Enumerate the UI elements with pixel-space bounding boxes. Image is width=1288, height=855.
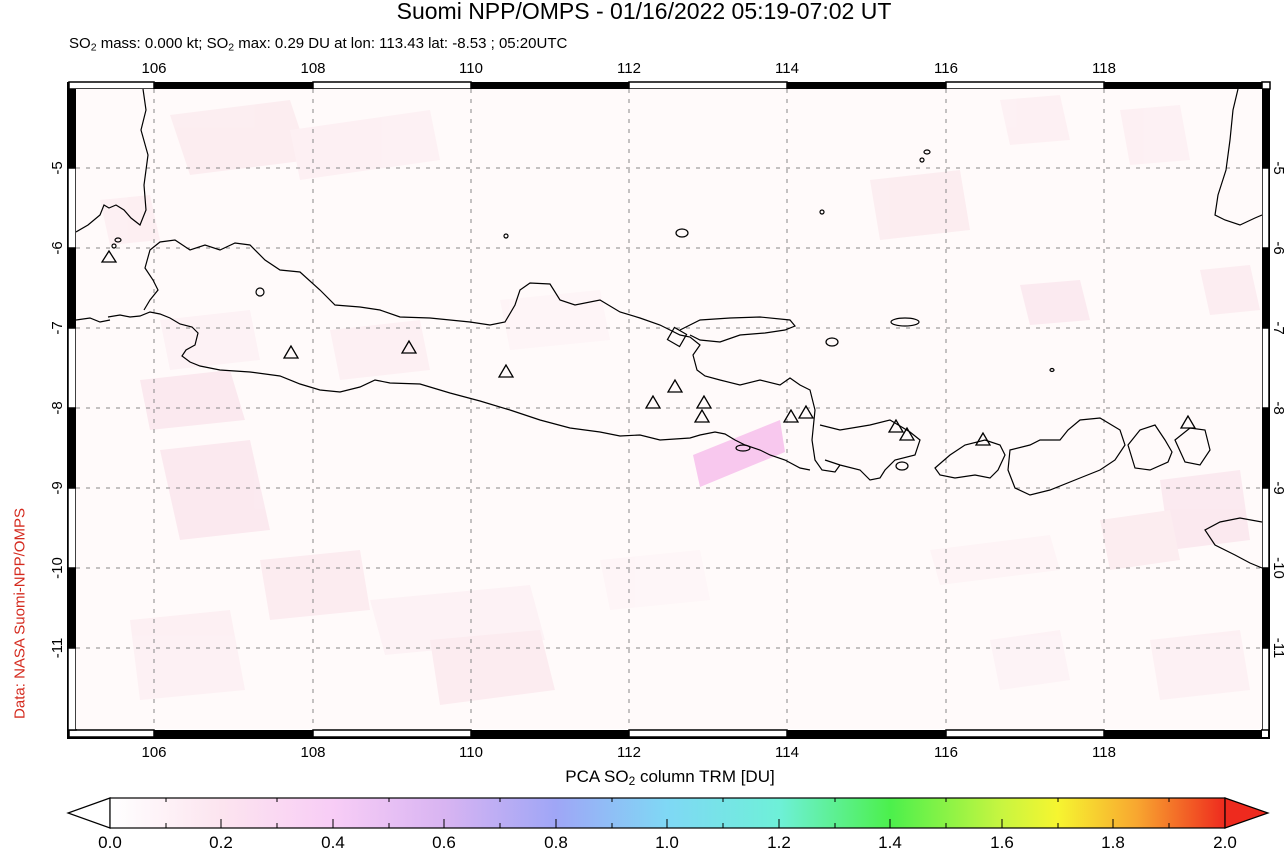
volcano-markers (100, 249, 1197, 446)
triangle-icon (666, 378, 684, 393)
colorbar-under-arrow (66, 797, 111, 829)
colorbar-tick-label: 1.6 (990, 833, 1014, 852)
coastlines (76, 89, 1262, 569)
colorbar-gradient (109, 797, 1226, 829)
x-tick-top: 116 (934, 60, 958, 77)
x-tick-top: 108 (300, 60, 326, 77)
colorbar-tick-label: 0.2 (209, 833, 233, 852)
frame-checker-left (67, 89, 77, 731)
x-tick-bottom: 108 (300, 744, 326, 761)
frame-checker-right (1261, 89, 1270, 731)
triangle-icon (644, 394, 662, 409)
map-interior (76, 89, 1262, 729)
x-tick-top: 106 (141, 60, 167, 77)
colorbar-tick-label: 0.4 (321, 833, 345, 852)
frame-checker-bottom (68, 729, 1262, 738)
x-tick-bottom: 116 (934, 744, 958, 761)
x-tick-bottom: 106 (141, 744, 167, 761)
x-tick-top: 110 (459, 60, 483, 77)
x-tick-bottom: 118 (1092, 744, 1116, 761)
colorbar-tick-label: 0.6 (432, 833, 456, 852)
triangle-icon (782, 408, 800, 423)
chart-title: Suomi NPP/OMPS - 01/16/2022 05:19-07:02 … (396, 0, 892, 24)
colorbar-over-arrow (1224, 797, 1270, 829)
x-tick-top: 118 (1092, 60, 1116, 77)
triangle-icon (974, 431, 992, 446)
graticule (76, 89, 1262, 729)
x-tick-bottom: 112 (617, 744, 641, 761)
triangle-icon (282, 344, 300, 359)
colorbar-tick-label: 2.0 (1213, 833, 1237, 852)
colorbar-tick-label: 1.0 (655, 833, 679, 852)
colorbar-ticks (165, 798, 1170, 828)
triangle-icon (887, 418, 905, 433)
colorbar-tick-label: 1.2 (767, 833, 791, 852)
subtitle-text: mass: 0.000 kt; SO (96, 35, 229, 52)
subtitle-text: SO (69, 35, 91, 52)
subtitle-text: max: 0.29 DU at lon: 113.43 lat: -8.53 ;… (234, 35, 568, 52)
subscript: 2 (628, 773, 636, 788)
colorbar-tick-label: 0.8 (544, 833, 568, 852)
colorbar-label-text: column TRM [DU] (635, 767, 775, 786)
x-tick-bottom: 114 (775, 744, 799, 761)
colorbar-label: PCA SO2 column TRM [DU] (0, 767, 1288, 787)
x-tick-bottom: 110 (459, 744, 483, 761)
colorbar-label-text: PCA SO (565, 767, 629, 786)
triangle-icon (797, 404, 815, 419)
x-tick-top: 112 (617, 60, 641, 77)
frame-checker-top (68, 81, 1271, 90)
triangle-icon (695, 394, 713, 409)
colorbar-tick-label: 1.4 (878, 833, 902, 852)
so2-faint-swaths (100, 95, 1260, 705)
triangle-icon (400, 339, 418, 354)
map-plot (67, 81, 1271, 739)
colorbar (66, 797, 1270, 829)
chart-subtitle: SO2 mass: 0.000 kt; SO2 max: 0.29 DU at … (69, 35, 568, 54)
triangle-icon (100, 249, 118, 263)
triangle-icon (693, 408, 711, 423)
triangle-icon (1179, 414, 1197, 429)
triangle-icon (898, 426, 916, 441)
subscript: 2 (228, 41, 235, 54)
colorbar-tick-label: 0.0 (98, 833, 122, 852)
triangle-icon (497, 363, 515, 378)
colorbar-tick-label: 1.8 (1101, 833, 1125, 852)
subscript: 2 (90, 41, 97, 54)
so2-max-pixel (693, 420, 785, 487)
x-tick-top: 114 (775, 60, 799, 77)
